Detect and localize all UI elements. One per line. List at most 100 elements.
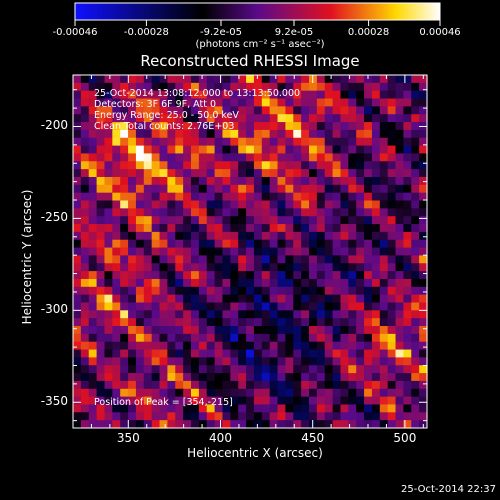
heatmap-cell <box>395 263 404 272</box>
heatmap-cell <box>230 310 239 319</box>
heatmap-cell <box>340 278 349 288</box>
heatmap-cell <box>191 216 200 225</box>
heatmap-cell <box>175 302 184 311</box>
heatmap-cell <box>214 278 224 288</box>
heatmap-cell <box>269 294 279 304</box>
heatmap-cell <box>379 247 389 257</box>
heatmap-cell <box>96 302 106 311</box>
heatmap-cell <box>198 129 208 139</box>
heatmap-cell <box>246 239 255 249</box>
heatmap-cell <box>206 153 216 162</box>
heatmap-cell <box>151 357 161 366</box>
heatmap-cell <box>80 349 90 358</box>
heatmap-cell <box>293 286 302 296</box>
heatmap-cell <box>324 341 334 351</box>
heatmap-cell <box>340 263 349 272</box>
heatmap-cell <box>387 380 397 390</box>
heatmap-cell <box>104 208 113 217</box>
heatmap-cell <box>301 231 310 241</box>
heatmap-cell <box>191 263 200 272</box>
heatmap-cell <box>364 231 373 241</box>
heatmap-cell <box>371 373 381 382</box>
heatmap-cell <box>135 341 145 351</box>
heatmap-cell <box>80 169 90 178</box>
heatmap-cell <box>104 90 113 100</box>
heatmap-cell <box>379 231 389 241</box>
heatmap-cell <box>348 161 357 170</box>
heatmap-cell <box>364 153 373 162</box>
heatmap-cell <box>411 208 420 217</box>
heatmap-cell <box>387 153 397 162</box>
heatmap-cell <box>167 200 176 209</box>
heatmap-cell <box>214 137 224 147</box>
heatmap-cell <box>309 231 318 241</box>
heatmap-cell <box>293 326 302 335</box>
heatmap-cell <box>340 239 349 249</box>
heatmap-cell <box>348 224 357 233</box>
heatmap-cell <box>253 365 263 374</box>
heatmap-cell <box>340 161 349 170</box>
heatmap-cell <box>348 129 357 139</box>
heatmap-cell <box>277 82 286 92</box>
heatmap-cell <box>261 82 271 92</box>
heatmap-cell <box>419 200 428 209</box>
heatmap-cell <box>277 380 286 390</box>
heatmap-cell <box>395 373 404 382</box>
heatmap-cell <box>261 239 271 249</box>
heatmap-cell <box>379 278 389 288</box>
heatmap-cell <box>112 420 121 429</box>
heatmap-cell <box>198 137 208 147</box>
axis-ticks <box>73 75 427 428</box>
heatmap-cell <box>301 404 310 413</box>
heatmap-cell <box>403 208 412 217</box>
heatmap-cell <box>340 114 349 123</box>
heatmap-cell <box>316 192 326 202</box>
heatmap-cell <box>112 373 121 382</box>
heatmap-cell <box>253 129 263 139</box>
heatmap-cell <box>96 255 106 264</box>
heatmap-cell <box>120 255 129 264</box>
heatmap-cell <box>316 388 326 398</box>
heatmap-cell <box>261 224 271 233</box>
heatmap-cell <box>143 341 153 351</box>
heatmap-cell <box>230 129 239 139</box>
heatmap-cell <box>80 145 90 155</box>
heatmap-cell <box>356 420 365 429</box>
heatmap-cell <box>379 271 389 280</box>
heatmap-cell <box>112 129 121 139</box>
heatmap-cell <box>253 412 263 421</box>
heatmap-cell <box>183 357 192 366</box>
heatmap-cell <box>238 318 247 327</box>
heatmap-cell <box>340 224 349 233</box>
heatmap-cell <box>301 380 310 390</box>
heatmap-cell <box>246 294 255 304</box>
heatmap-cell <box>96 380 106 390</box>
heatmap-cell <box>285 169 294 178</box>
heatmap-cell <box>246 114 255 123</box>
heatmap-cell <box>379 82 389 92</box>
heatmap-cell <box>191 365 200 374</box>
heatmap-cell <box>128 396 137 406</box>
heatmap-cell <box>120 404 129 413</box>
heatmap-cell <box>277 373 286 382</box>
heatmap-cell <box>183 349 192 358</box>
heatmap-cell <box>88 357 98 366</box>
heatmap-cell <box>379 396 389 406</box>
heatmap-cell <box>135 412 145 421</box>
heatmap-cell <box>135 263 145 272</box>
heatmap-cell <box>316 294 326 304</box>
heatmap-cell <box>135 176 145 186</box>
heatmap-cell <box>340 184 349 194</box>
heatmap-cell <box>348 388 357 398</box>
heatmap-cell <box>419 153 428 162</box>
heatmap-cell <box>80 341 90 351</box>
heatmap-cell <box>206 263 216 272</box>
heatmap-cell <box>332 239 342 249</box>
heatmap-cell <box>340 310 349 319</box>
heatmap-cell <box>269 349 279 358</box>
heatmap-cell <box>387 255 397 264</box>
heatmap-cell <box>340 341 349 351</box>
heatmap-cell <box>269 192 279 202</box>
heatmap-cell <box>238 184 247 194</box>
heatmap-cell <box>253 286 263 296</box>
